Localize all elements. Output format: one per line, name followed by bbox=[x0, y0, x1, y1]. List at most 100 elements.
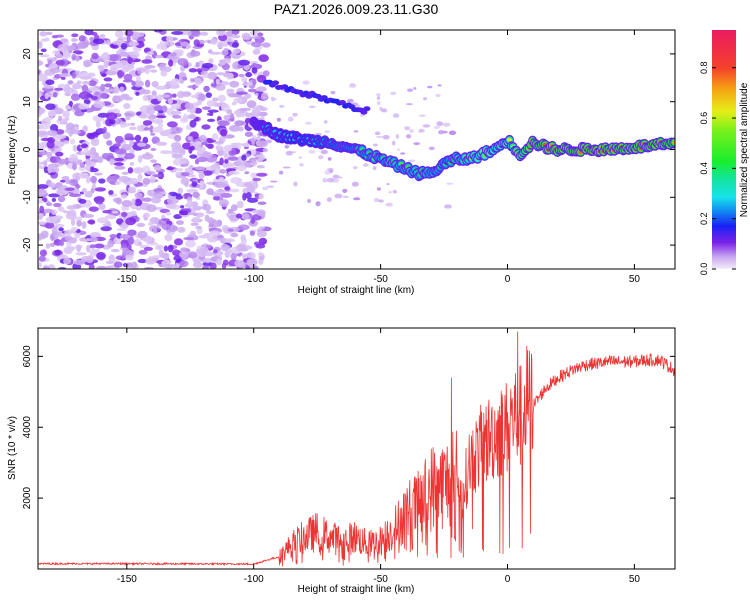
noise-blob bbox=[38, 199, 44, 204]
noise-blob bbox=[57, 195, 66, 203]
x-tick-label: 50 bbox=[629, 574, 641, 585]
noise-blob bbox=[228, 92, 237, 98]
noise-blob bbox=[279, 105, 285, 108]
noise-blob bbox=[180, 205, 185, 209]
noise-blob bbox=[105, 39, 111, 45]
noise-blob bbox=[228, 124, 241, 132]
noise-blob bbox=[214, 189, 227, 194]
noise-blob bbox=[192, 216, 201, 222]
noise-blob bbox=[75, 51, 83, 55]
noise-blob bbox=[75, 216, 82, 222]
noise-blob bbox=[206, 188, 214, 196]
noise-blob bbox=[109, 158, 115, 166]
noise-blob bbox=[90, 175, 97, 184]
noise-blob bbox=[58, 227, 64, 232]
noise-blob bbox=[153, 30, 163, 33]
noise-blob bbox=[88, 86, 99, 92]
noise-blob bbox=[231, 101, 237, 106]
noise-blob bbox=[134, 198, 142, 207]
noise-blob bbox=[175, 195, 183, 200]
noise-blob bbox=[121, 211, 128, 218]
noise-blob bbox=[241, 78, 247, 83]
noise-blob bbox=[45, 79, 55, 85]
noise-blob bbox=[190, 145, 195, 151]
noise-blob bbox=[74, 110, 85, 117]
noise-blob bbox=[46, 202, 53, 207]
noise-blob bbox=[44, 222, 55, 229]
spectrogram-x-label: Height of straight line (km) bbox=[298, 285, 415, 296]
noise-blob bbox=[134, 134, 142, 142]
noise-blob bbox=[137, 32, 145, 38]
noise-blob bbox=[240, 234, 246, 242]
noise-blob bbox=[45, 243, 51, 249]
noise-blob bbox=[72, 144, 78, 152]
noise-blob bbox=[282, 166, 291, 169]
noise-blob bbox=[121, 194, 128, 199]
noise-blob bbox=[206, 138, 212, 143]
noise-blob bbox=[192, 261, 203, 268]
noise-blob bbox=[260, 106, 268, 112]
noise-blob bbox=[67, 80, 74, 85]
noise-blob bbox=[164, 234, 173, 242]
noise-blob bbox=[111, 248, 120, 253]
noise-blob bbox=[66, 45, 76, 51]
noise-blob bbox=[375, 135, 384, 138]
noise-blob bbox=[326, 197, 332, 203]
noise-blob bbox=[39, 249, 48, 257]
noise-blob bbox=[86, 244, 91, 253]
noise-blob bbox=[61, 176, 70, 181]
noise-blob bbox=[113, 261, 123, 268]
noise-blob bbox=[66, 205, 78, 210]
noise-blob bbox=[121, 200, 132, 207]
snr-x-label: Height of straight line (km) bbox=[298, 584, 415, 595]
noise-blob bbox=[40, 48, 47, 53]
noise-blob bbox=[224, 159, 229, 164]
noise-blob bbox=[64, 105, 71, 110]
noise-blob bbox=[442, 122, 451, 127]
noise-blob bbox=[170, 103, 182, 110]
noise-blob bbox=[101, 73, 107, 78]
noise-blob bbox=[199, 180, 204, 188]
noise-blob bbox=[56, 134, 67, 139]
noise-blob bbox=[134, 168, 142, 173]
noise-blob bbox=[152, 174, 163, 178]
noise-blob bbox=[318, 155, 324, 160]
noise-blob bbox=[202, 265, 210, 269]
noise-blob bbox=[386, 183, 390, 185]
noise-blob bbox=[230, 252, 237, 260]
noise-blob bbox=[437, 84, 442, 87]
noise-blob bbox=[38, 188, 48, 196]
noise-blob bbox=[148, 222, 153, 226]
noise-blob bbox=[215, 83, 226, 91]
noise-blob bbox=[225, 31, 234, 37]
ridge-branch bbox=[339, 100, 346, 105]
noise-blob bbox=[444, 204, 452, 209]
noise-blob bbox=[178, 251, 189, 258]
noise-blob bbox=[137, 69, 142, 75]
noise-blob bbox=[150, 147, 157, 152]
noise-blob bbox=[264, 139, 273, 144]
noise-blob bbox=[89, 237, 99, 243]
noise-blob bbox=[136, 142, 147, 147]
noise-blob bbox=[142, 177, 151, 185]
noise-blob bbox=[123, 153, 135, 160]
noise-blob bbox=[258, 193, 265, 200]
noise-blob bbox=[308, 149, 316, 154]
noise-blob bbox=[216, 257, 222, 266]
noise-blob bbox=[151, 255, 162, 259]
noise-blob bbox=[63, 210, 68, 214]
noise-blob bbox=[418, 114, 426, 117]
noise-blob bbox=[195, 166, 206, 171]
noise-blob bbox=[413, 87, 417, 90]
noise-blob bbox=[38, 73, 48, 82]
y-tick-label: 20 bbox=[22, 48, 33, 60]
noise-blob bbox=[161, 263, 174, 269]
noise-blob bbox=[50, 124, 59, 132]
noise-blob bbox=[211, 133, 219, 141]
noise-blob bbox=[308, 105, 316, 108]
noise-blob bbox=[97, 156, 104, 164]
noise-blob bbox=[400, 152, 406, 155]
y-tick-label: 0 bbox=[22, 146, 33, 152]
noise-blob bbox=[83, 99, 91, 105]
noise-blob bbox=[129, 162, 135, 166]
